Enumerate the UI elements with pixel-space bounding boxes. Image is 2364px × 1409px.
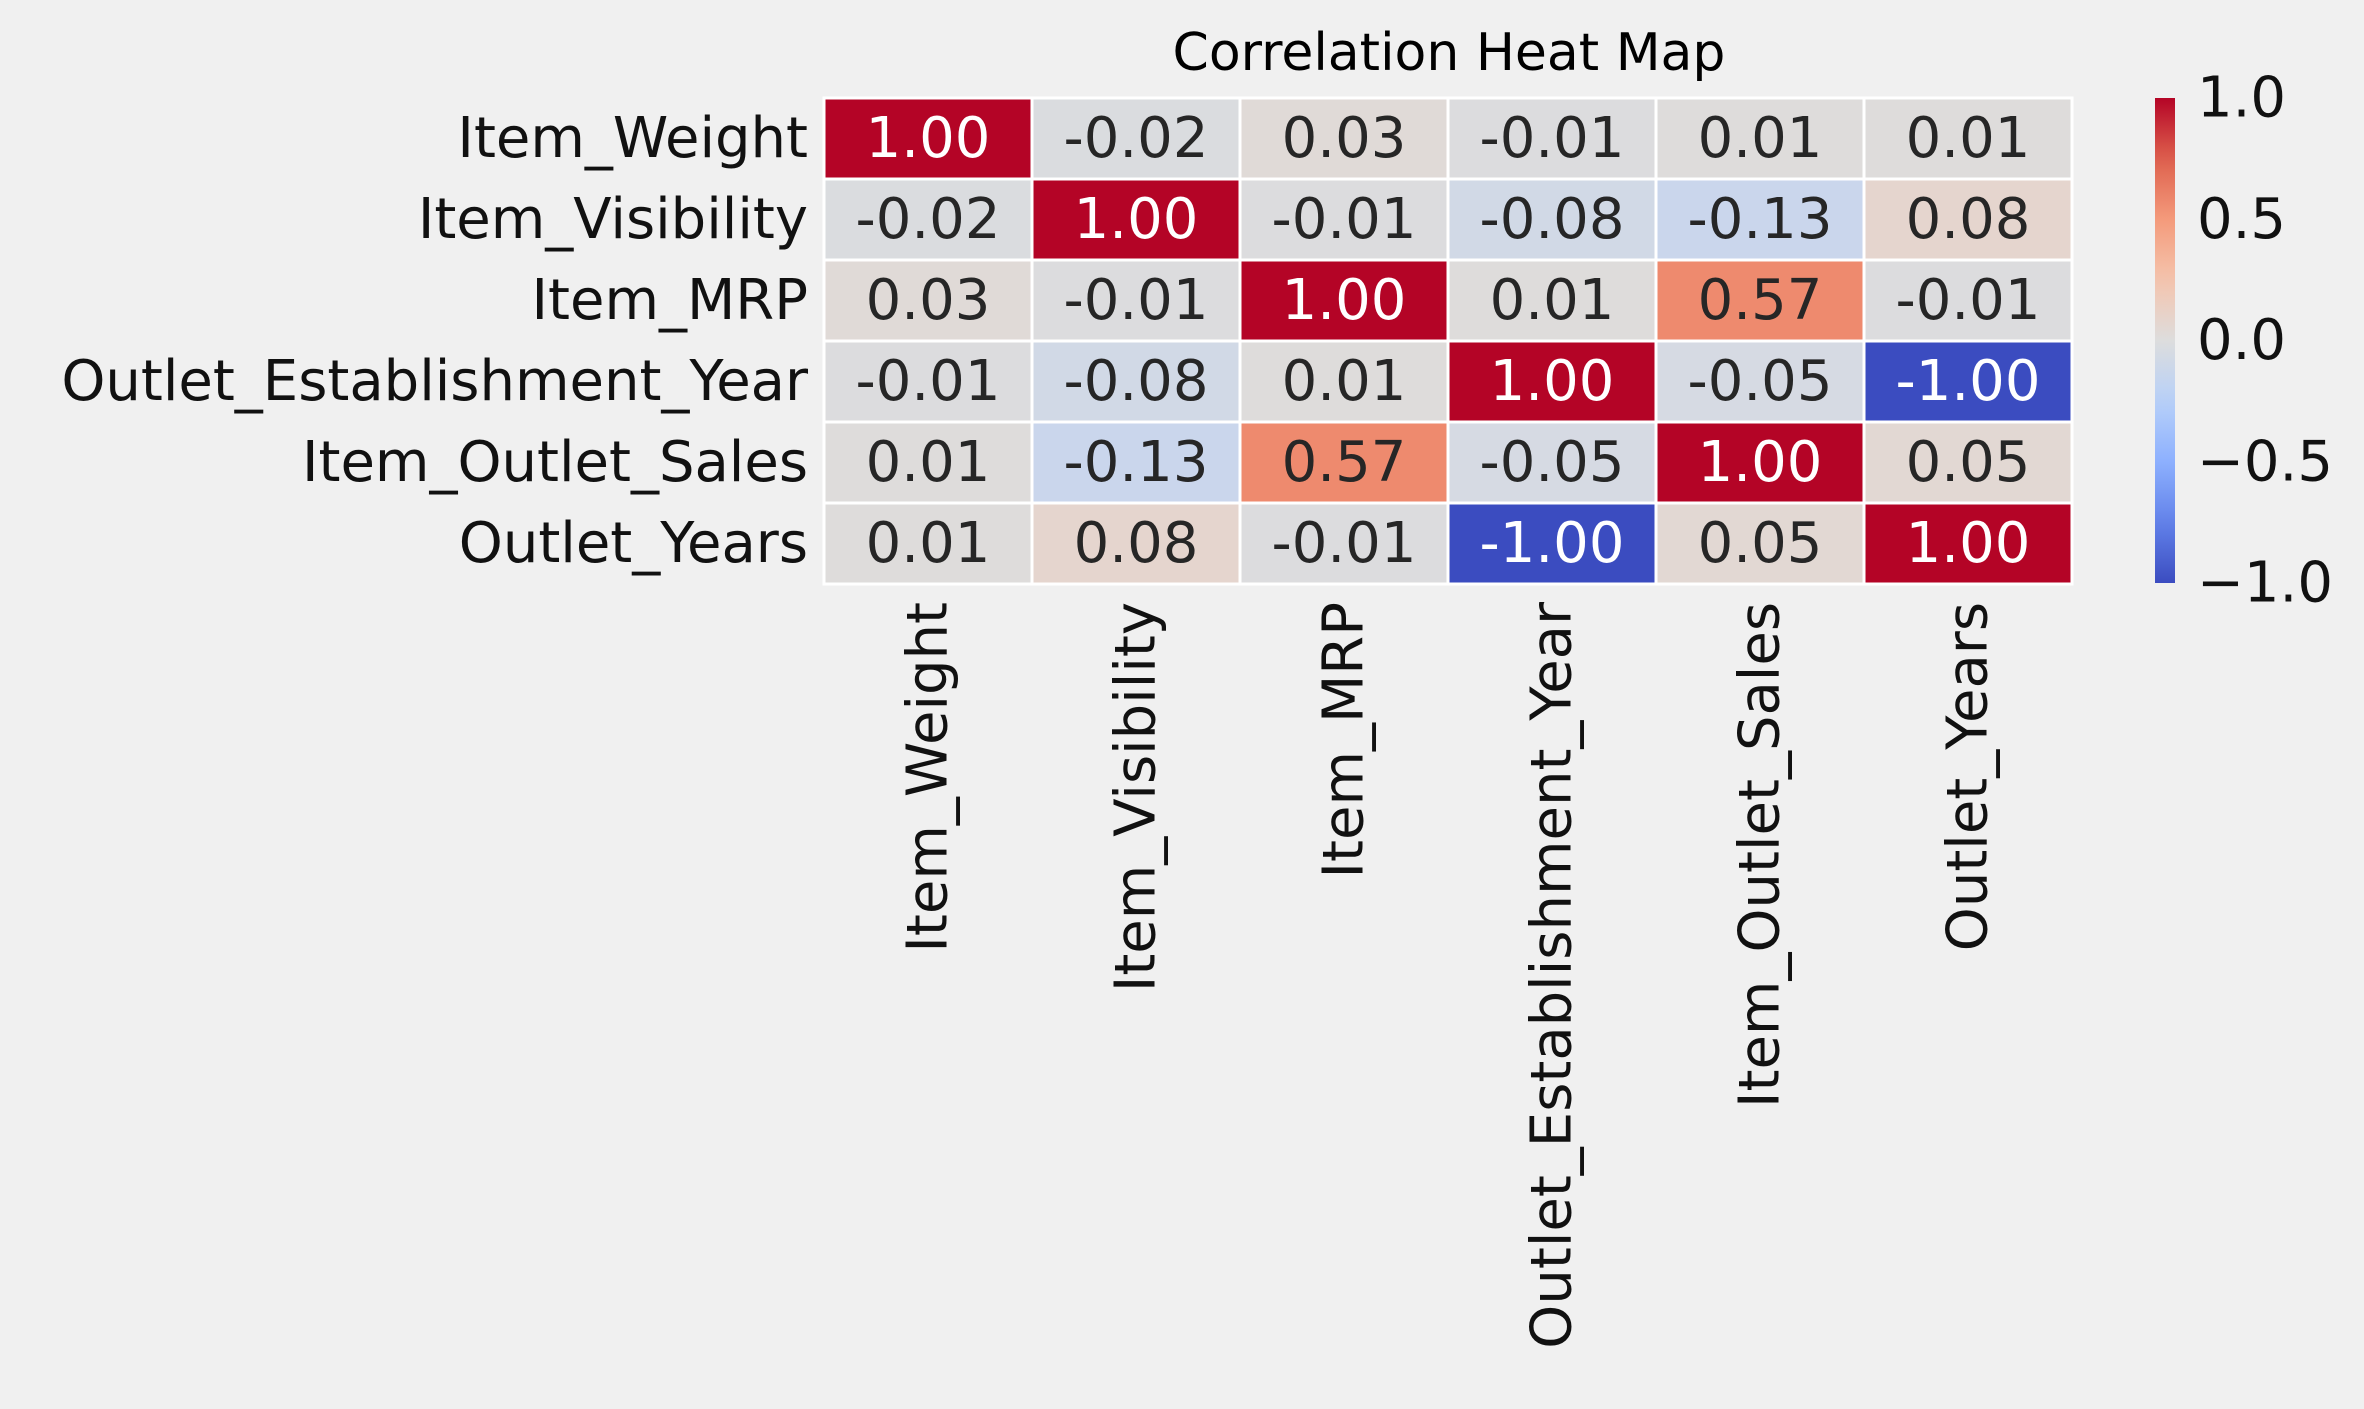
cell-value-label: -0.02 — [856, 187, 1001, 252]
heatmap-cell — [1446, 501, 1658, 586]
column-tick-label: Item_Visibility — [1104, 602, 1169, 992]
colorbar-tick-label: −1.0 — [2197, 551, 2333, 616]
colorbar-tick-label: −0.5 — [2197, 429, 2333, 494]
chart-title: Correlation Heat Map — [1173, 23, 1726, 83]
colorbar-tick-label: 0.5 — [2197, 187, 2286, 252]
row-tick-labels: Item_Weight Item_Visibility Item_MRP Outlet… — [61, 106, 809, 576]
cell-value-label: 0.01 — [866, 430, 991, 495]
cell-value-label: -0.08 — [1480, 187, 1625, 252]
cell-value-label: 0.57 — [1282, 430, 1407, 495]
colorbar-tick-labels: 1.0 0.5 0.0 −0.5 −1.0 — [2175, 66, 2333, 616]
heatmap-cell — [1030, 258, 1242, 343]
cell-value-label: -0.01 — [1896, 268, 2041, 333]
cell-value-label: -1.00 — [1896, 349, 2041, 414]
cell-value-label: 0.01 — [1282, 349, 1407, 414]
heatmap-cell — [1030, 96, 1242, 181]
cell-value-label: 0.01 — [1490, 268, 1615, 333]
row-tick-label: Item_Outlet_Sales — [302, 430, 808, 495]
colorbar-tick-label: 1.0 — [2197, 66, 2286, 131]
heatmap-cell — [1446, 420, 1658, 505]
row-tick-label: Item_Weight — [457, 106, 808, 171]
heatmap-cell — [822, 339, 1034, 424]
heatmap-cell — [1446, 177, 1658, 262]
heatmap-cell — [1654, 501, 1866, 586]
column-tick-label: Outlet_Establishment_Year — [1520, 601, 1585, 1349]
column-tick-labels: Item_Weight Item_Visibility Item_MRP Outlet… — [896, 601, 2001, 1349]
heatmap-cell-labels: 1.00 -0.02 0.03 -0.01 0.01 0.01 -0.02 1.00 -0.01… — [856, 106, 2041, 576]
heatmap-cell — [822, 96, 1034, 181]
cell-value-label: -0.01 — [1272, 187, 1417, 252]
cell-value-label: -0.02 — [1064, 106, 1209, 171]
heatmap-cell — [1862, 339, 2074, 424]
heatmap-cell — [1862, 501, 2074, 586]
cell-value-label: 0.57 — [1698, 268, 1823, 333]
cell-value-label: 0.03 — [866, 268, 991, 333]
cell-value-label: -0.01 — [1480, 106, 1625, 171]
cell-value-label: -0.01 — [1064, 268, 1209, 333]
cell-value-label: 0.05 — [1906, 430, 2031, 495]
row-tick-label: Item_Visibility — [418, 187, 808, 252]
cell-value-label: -0.01 — [1272, 511, 1417, 576]
row-tick-label: Item_MRP — [532, 268, 808, 333]
cell-value-label: -0.13 — [1064, 430, 1209, 495]
row-tick-label: Outlet_Years — [459, 511, 808, 576]
cell-value-label: 0.05 — [1698, 511, 1823, 576]
cell-value-label: 0.03 — [1282, 106, 1407, 171]
cell-value-label: 0.01 — [866, 511, 991, 576]
row-tick-label: Outlet_Establishment_Year — [61, 349, 809, 414]
column-tick-label: Item_MRP — [1312, 602, 1377, 878]
cell-value-label: -0.05 — [1688, 349, 1833, 414]
heatmap-cell — [1238, 339, 1450, 424]
cell-value-label: -1.00 — [1480, 511, 1625, 576]
cell-value-label: -0.01 — [856, 349, 1001, 414]
column-tick-label: Outlet_Years — [1936, 602, 2001, 951]
heatmap-cell — [1030, 339, 1242, 424]
heatmap-cell — [1862, 258, 2074, 343]
cell-value-label: 0.01 — [1906, 106, 2031, 171]
heatmap-cell — [1030, 177, 1242, 262]
heatmap-cells — [822, 96, 2074, 586]
cell-value-label: 1.00 — [1906, 511, 2031, 576]
cell-value-label: 0.08 — [1906, 187, 2031, 252]
cell-value-label: 1.00 — [1490, 349, 1615, 414]
heatmap-cell — [822, 501, 1034, 586]
heatmap-cell — [1862, 96, 2074, 181]
cell-value-label: 1.00 — [1074, 187, 1199, 252]
heatmap-cell — [1862, 420, 2074, 505]
heatmap-cell — [1654, 339, 1866, 424]
heatmap-cell — [1654, 420, 1866, 505]
heatmap-cell — [1654, 258, 1866, 343]
colorbar-tick-label: 0.0 — [2197, 308, 2286, 373]
colorbar — [2155, 98, 2175, 583]
heatmap-cell — [1446, 339, 1658, 424]
cell-value-label: 0.01 — [1698, 106, 1823, 171]
column-tick-label: Item_Weight — [896, 602, 961, 953]
cell-value-label: 0.08 — [1074, 511, 1199, 576]
heatmap-cell — [1862, 177, 2074, 262]
heatmap-cell — [1238, 420, 1450, 505]
cell-value-label: -0.08 — [1064, 349, 1209, 414]
cell-value-label: -0.13 — [1688, 187, 1833, 252]
heatmap-cell — [1446, 258, 1658, 343]
cell-value-label: -0.05 — [1480, 430, 1625, 495]
cell-value-label: 1.00 — [1698, 430, 1823, 495]
cell-value-label: 1.00 — [866, 106, 991, 171]
cell-value-label: 1.00 — [1282, 268, 1407, 333]
column-tick-label: Item_Outlet_Sales — [1728, 602, 1793, 1108]
